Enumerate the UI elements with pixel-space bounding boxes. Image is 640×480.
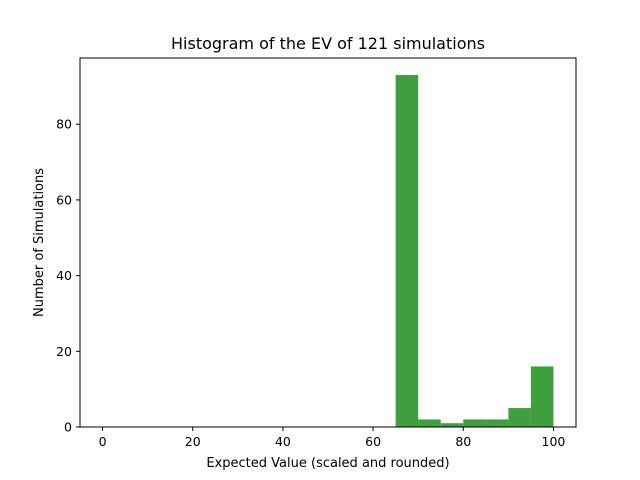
x-tick-label: 40 [275, 434, 291, 449]
y-axis-ticks: 0 20 40 60 80 [56, 117, 80, 435]
y-tick-label: 0 [64, 420, 72, 435]
x-tick-label: 100 [542, 434, 566, 449]
histogram-bar [395, 75, 419, 428]
histogram-bars [395, 75, 554, 428]
y-axis-label: Number of Simulations [32, 168, 47, 317]
histogram-bar [485, 419, 509, 427]
histogram-bar [530, 366, 554, 427]
histogram-bar [418, 419, 441, 427]
plot-frame [79, 57, 577, 428]
histogram-bar [440, 423, 464, 427]
x-tick-label: 80 [455, 434, 471, 449]
x-tick-label: 60 [365, 434, 381, 449]
y-tick-label: 40 [56, 268, 72, 283]
x-axis-label: Expected Value (scaled and rounded) [206, 456, 449, 471]
x-axis-ticks: 0 20 40 60 80 100 [99, 427, 566, 449]
x-tick-label: 0 [99, 434, 107, 449]
y-tick-label: 20 [56, 344, 72, 359]
x-tick-label: 20 [185, 434, 201, 449]
histogram-bar [463, 419, 486, 427]
histogram-bar [508, 408, 531, 427]
y-tick-label: 80 [56, 117, 72, 132]
chart-title: Histogram of the EV of 121 simulations [171, 34, 485, 53]
y-tick-label: 60 [56, 192, 72, 207]
